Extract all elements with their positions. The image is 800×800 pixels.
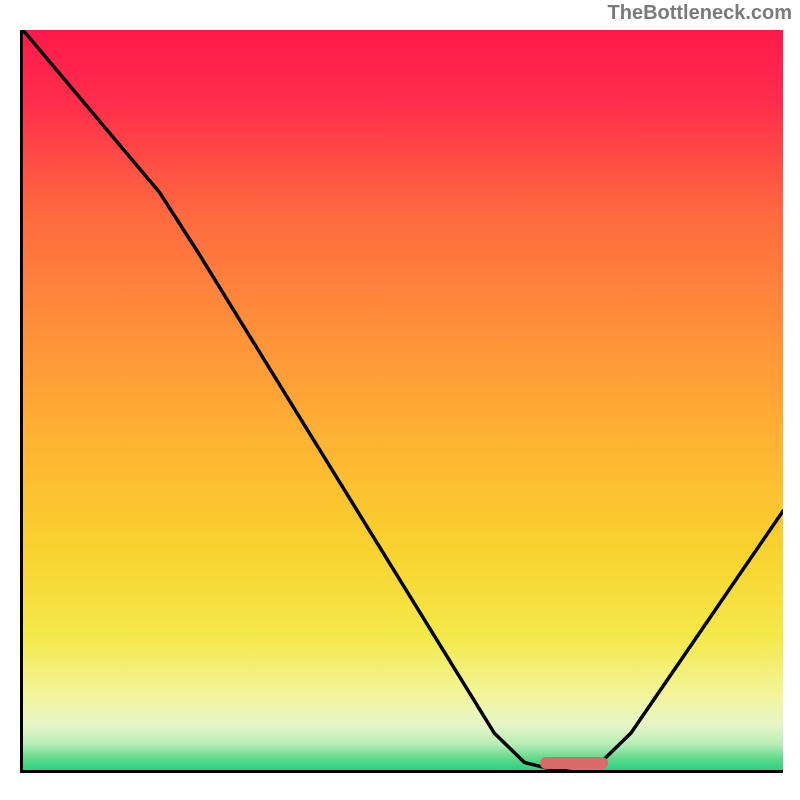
chart-svg [23,30,783,770]
watermark-text: TheBottleneck.com [608,2,792,25]
gradient-background [23,30,783,770]
optimal-marker [540,757,608,769]
plot-area [20,30,783,773]
